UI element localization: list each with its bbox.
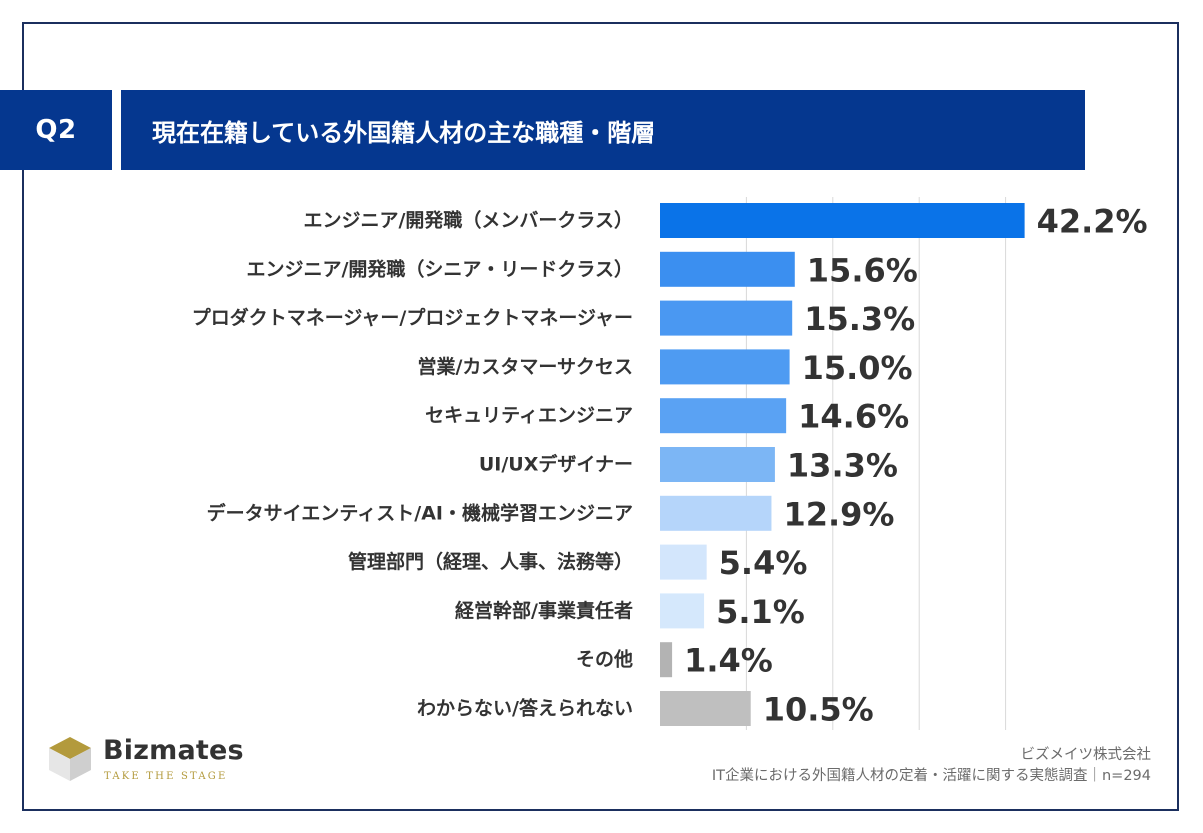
category-label: データサイエンティスト/AI・機械学習エンジニア <box>207 501 633 524</box>
value-label: 12.9% <box>783 495 894 533</box>
bar <box>660 691 751 726</box>
category-label: エンジニア/開発職（メンバークラス） <box>303 209 633 232</box>
value-label: 10.5% <box>763 691 874 729</box>
cube-logo-icon <box>49 737 91 781</box>
category-label: UI/UXデザイナー <box>479 453 633 476</box>
category-label: エンジニア/開発職（シニア・リードクラス） <box>246 257 633 280</box>
value-label: 13.3% <box>787 447 898 485</box>
bar <box>660 203 1025 238</box>
value-label: 5.1% <box>716 593 805 631</box>
bar <box>660 398 787 434</box>
bar <box>660 642 673 678</box>
bar <box>660 447 775 482</box>
category-label: その他 <box>576 648 633 671</box>
bar <box>660 251 795 287</box>
bar <box>660 495 772 531</box>
source-note: ビズメイツ株式会社 IT企業における外国籍人材の定着・活躍に関する実態調査｜n=… <box>712 745 1151 787</box>
category-label: セキュリティエンジニア <box>425 405 633 427</box>
source-company: ビズメイツ株式会社 <box>1020 747 1152 763</box>
value-label: 42.2% <box>1037 203 1148 241</box>
bar <box>660 349 790 385</box>
value-label: 15.6% <box>807 251 918 289</box>
chart-title: 現在在籍している外国籍人材の主な職種・階層 <box>121 90 1085 170</box>
category-label: 経営幹部/事業責任者 <box>455 599 633 622</box>
category-label: わからない/答えられない <box>417 697 633 720</box>
category-label: 管理部門（経理、人事、法務等） <box>348 550 633 573</box>
brand-name: Bizmates <box>103 735 244 766</box>
bar <box>660 544 707 580</box>
value-label: 15.0% <box>802 349 913 387</box>
value-label: 14.6% <box>798 398 909 436</box>
bar <box>660 300 793 336</box>
bar <box>660 593 705 629</box>
value-label: 15.3% <box>804 300 915 338</box>
question-number: Q2 <box>0 90 112 170</box>
brand-tagline: TAKE THE STAGE <box>104 771 228 782</box>
value-label: 5.4% <box>719 544 808 582</box>
category-label: 営業/カスタマーサクセス <box>417 355 633 378</box>
category-label: プロダクトマネージャー/プロジェクトマネージャー <box>192 306 633 329</box>
source-survey: IT企業における外国籍人材の定着・活躍に関する実態調査｜n=294 <box>711 768 1151 784</box>
value-label: 1.4% <box>684 642 773 680</box>
bizmates-logo: Bizmates TAKE THE STAGE <box>47 735 247 787</box>
